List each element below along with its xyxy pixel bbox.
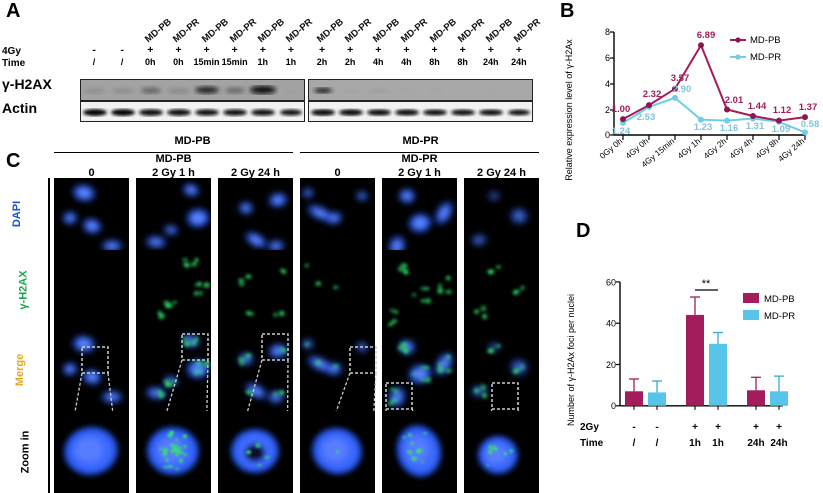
svg-text:0: 0 — [611, 401, 616, 411]
svg-text:Number of γ-H2Ax foci per nucl: Number of γ-H2Ax foci per nuclei — [566, 294, 576, 426]
svg-text:+: + — [776, 422, 782, 433]
svg-text:2Gy: 2Gy — [580, 422, 599, 433]
svg-text:2.32: 2.32 — [643, 89, 662, 100]
svg-text:1.16: 1.16 — [720, 123, 739, 134]
svg-text:1.12: 1.12 — [773, 105, 792, 116]
svg-text:+: + — [692, 422, 698, 433]
svg-text:2.90: 2.90 — [673, 84, 692, 95]
svg-text:MD-PR: MD-PR — [750, 52, 781, 63]
svg-text:0.58: 0.58 — [801, 119, 820, 130]
svg-text:MD-PR: MD-PR — [764, 311, 795, 322]
svg-text:6.89: 6.89 — [697, 30, 716, 41]
svg-text:-: - — [655, 422, 658, 433]
svg-text:24h: 24h — [770, 438, 787, 449]
svg-text:8: 8 — [605, 27, 610, 37]
svg-text:0: 0 — [605, 130, 610, 140]
svg-text:-: - — [632, 422, 635, 433]
svg-text:1.09: 1.09 — [772, 124, 791, 135]
svg-text:1.31: 1.31 — [746, 121, 765, 132]
svg-text:+: + — [753, 422, 759, 433]
svg-text:1.37: 1.37 — [799, 102, 818, 113]
svg-text:/: / — [633, 438, 636, 449]
svg-text:24h: 24h — [747, 438, 764, 449]
svg-text:1.23: 1.23 — [694, 122, 713, 133]
svg-text:1.24: 1.24 — [612, 126, 631, 137]
svg-text:/: / — [656, 438, 659, 449]
svg-text:2.01: 2.01 — [725, 95, 744, 106]
svg-text:Time: Time — [580, 438, 604, 449]
svg-text:1.44: 1.44 — [748, 101, 767, 112]
svg-text:MD-PB: MD-PB — [764, 294, 795, 305]
svg-text:MD-PB: MD-PB — [750, 35, 781, 46]
svg-text:6: 6 — [605, 53, 610, 63]
svg-text:1.00: 1.00 — [612, 104, 631, 115]
svg-text:**: ** — [702, 278, 711, 290]
svg-text:60: 60 — [606, 277, 616, 287]
svg-text:1h: 1h — [712, 438, 724, 449]
svg-text:20: 20 — [606, 360, 616, 370]
svg-text:+: + — [715, 422, 721, 433]
svg-text:3.57: 3.57 — [671, 73, 690, 84]
svg-text:40: 40 — [606, 319, 616, 329]
svg-text:2: 2 — [605, 105, 610, 115]
svg-text:1h: 1h — [689, 438, 701, 449]
svg-text:4: 4 — [605, 79, 610, 89]
svg-text:2.53: 2.53 — [637, 112, 656, 123]
